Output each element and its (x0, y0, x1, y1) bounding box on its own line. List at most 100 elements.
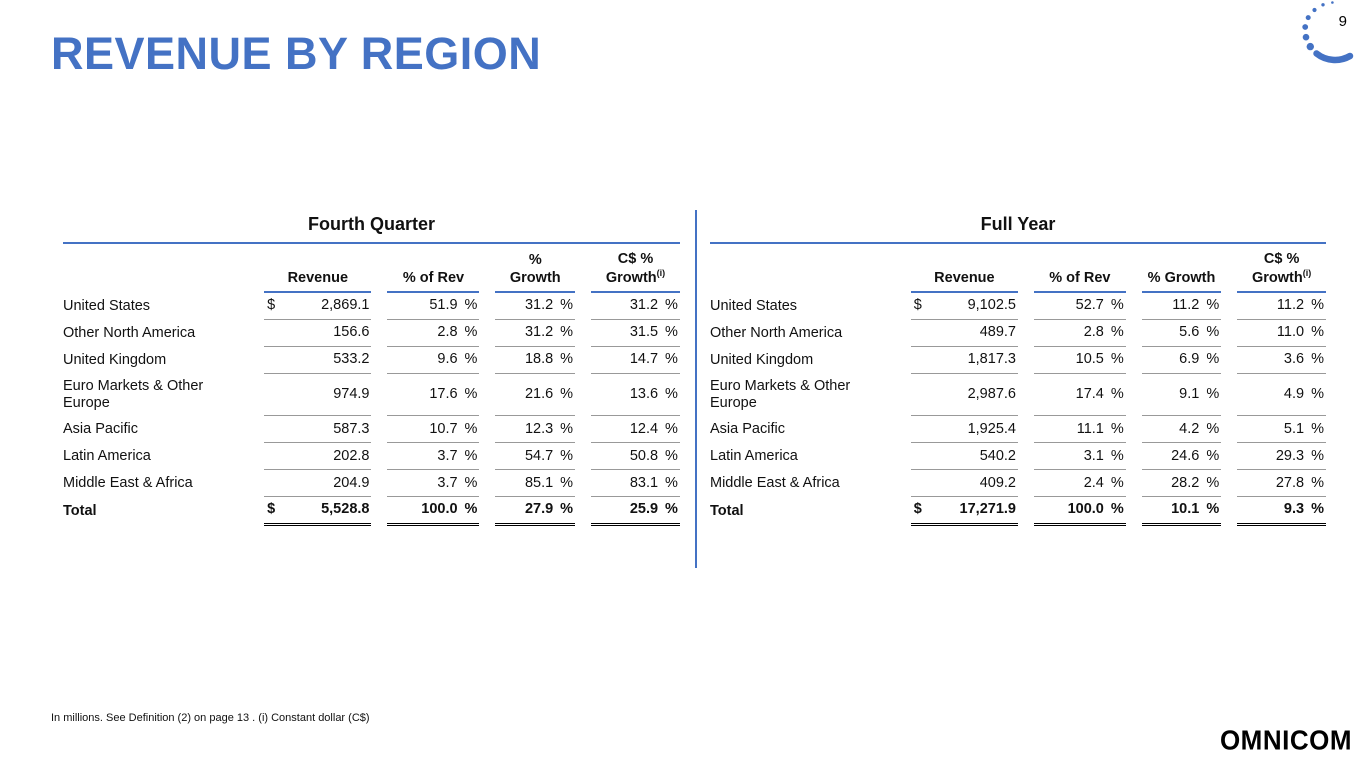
percent-cell: 31.2% (495, 293, 576, 320)
table-period-title: Fourth Quarter (63, 214, 680, 244)
percent-cell: 31.5% (591, 320, 680, 347)
table-period-title: Full Year (710, 214, 1326, 244)
footnote: In millions. See Definition (2) on page … (51, 712, 370, 724)
column-header: % Growth (495, 249, 576, 293)
percent-cell: 85.1% (495, 470, 576, 498)
percent-cell: 25.9% (591, 497, 680, 527)
page-title: REVENUE BY REGION (51, 28, 542, 79)
percent-cell: 3.7% (387, 470, 480, 498)
row-label: Other North America (63, 324, 196, 341)
revenue-cell: 204.9 (264, 470, 372, 498)
percent-cell: 13.6% (591, 374, 680, 417)
row-label: Middle East & Africa (63, 475, 193, 491)
percent-cell: 3.6% (1237, 347, 1326, 374)
revenue-cell: $2,869.1 (264, 293, 372, 320)
percent-cell: 29.3% (1237, 443, 1326, 471)
percent-cell: 6.9% (1141, 347, 1222, 374)
percent-cell: 5.1% (1237, 416, 1326, 444)
row-label: United Kingdom (63, 351, 167, 368)
percent-cell: 27.9% (495, 497, 576, 527)
column-header: % of Rev (1033, 249, 1126, 293)
dotted-arc-decoration (1302, 1, 1354, 64)
row-label: Asia Pacific (63, 421, 138, 437)
percent-cell: 4.2% (1141, 416, 1222, 444)
percent-cell: 51.9% (387, 293, 480, 320)
percent-cell: 3.7% (387, 443, 480, 471)
percent-cell: 9.6% (387, 347, 480, 374)
percent-cell: 4.9% (1237, 374, 1326, 417)
percent-cell: 12.3% (495, 416, 576, 444)
revenue-cell: 540.2 (910, 443, 1018, 471)
row-label: Asia Pacific (710, 421, 785, 437)
percent-cell: 50.8% (591, 443, 680, 471)
row-label: Euro Markets & Other Europe (63, 378, 204, 411)
row-label: Total (710, 502, 744, 519)
revenue-cell: $5,528.8 (264, 497, 372, 527)
percent-cell: 11.0% (1237, 320, 1326, 347)
column-header: % Growth (1141, 249, 1222, 293)
row-label: United Kingdom (710, 351, 814, 368)
column-header-spacer (710, 249, 895, 293)
row-label: Middle East & Africa (710, 475, 840, 491)
percent-cell: 3.1% (1033, 443, 1126, 471)
revenue-cell: 1,817.3 (910, 347, 1018, 374)
percent-cell: 17.4% (1033, 374, 1126, 417)
percent-cell: 21.6% (495, 374, 576, 417)
revenue-cell: $9,102.5 (910, 293, 1018, 320)
percent-cell: 10.7% (387, 416, 480, 444)
percent-cell: 14.7% (591, 347, 680, 374)
revenue-cell: 587.3 (264, 416, 372, 444)
percent-cell: 10.1% (1141, 497, 1222, 527)
revenue-cell: $17,271.9 (910, 497, 1018, 527)
percent-cell: 24.6% (1141, 443, 1222, 471)
percent-cell: 2.8% (1033, 320, 1126, 347)
percent-cell: 31.2% (495, 320, 576, 347)
revenue-cell: 156.6 (264, 320, 372, 347)
percent-cell: 18.8% (495, 347, 576, 374)
percent-cell: 2.8% (387, 320, 480, 347)
percent-cell: 83.1% (591, 470, 680, 498)
percent-cell: 27.8% (1237, 470, 1326, 498)
row-label: Total (63, 502, 97, 519)
revenue-cell: 489.7 (910, 320, 1018, 347)
omnicom-logo: OMNICOM (1219, 724, 1352, 756)
row-label: Euro Markets & Other Europe (710, 378, 851, 411)
percent-cell: 9.3% (1237, 497, 1326, 527)
row-label: Latin America (63, 448, 151, 464)
percent-cell: 2.4% (1033, 470, 1126, 498)
column-header: Revenue (264, 249, 372, 293)
percent-cell: 10.5% (1033, 347, 1126, 374)
percent-cell: 100.0% (387, 497, 480, 527)
column-header-spacer (63, 249, 248, 293)
revenue-cell: 974.9 (264, 374, 372, 417)
percent-cell: 54.7% (495, 443, 576, 471)
column-header: C$ % Growth(i) (1237, 249, 1326, 293)
column-header: C$ % Growth(i) (591, 249, 680, 293)
percent-cell: 31.2% (591, 293, 680, 320)
row-label: Other North America (710, 324, 843, 341)
percent-cell: 17.6% (387, 374, 480, 417)
column-header: % of Rev (387, 249, 480, 293)
revenue-cell: 533.2 (264, 347, 372, 374)
fourth-quarter-table: Fourth Quarter Revenue % of Rev % Growth C$ %… (63, 214, 680, 527)
revenue-cell: 2,987.6 (910, 374, 1018, 417)
page-number: 9 (1338, 13, 1347, 30)
table-grid: Revenue % of Rev % Growth C$ % Growth(i) Unite… (63, 249, 680, 527)
percent-cell: 9.1% (1141, 374, 1222, 417)
full-year-table: Full Year Revenue % of Rev % Growth C$ % Grow… (710, 214, 1326, 527)
percent-cell: 12.4% (591, 416, 680, 444)
revenue-cell: 409.2 (910, 470, 1018, 498)
percent-cell: 11.1% (1033, 416, 1126, 444)
percent-cell: 28.2% (1141, 470, 1222, 498)
table-divider-line (695, 210, 697, 568)
row-label: Latin America (710, 448, 798, 464)
column-header: Revenue (910, 249, 1018, 293)
revenue-cell: 202.8 (264, 443, 372, 471)
row-label: United States (63, 297, 151, 314)
percent-cell: 11.2% (1141, 293, 1222, 320)
revenue-cell: 1,925.4 (910, 416, 1018, 444)
percent-cell: 100.0% (1033, 497, 1126, 527)
table-grid: Revenue % of Rev % Growth C$ % Growth(i) Unit… (710, 249, 1326, 527)
row-label: United States (710, 297, 798, 314)
